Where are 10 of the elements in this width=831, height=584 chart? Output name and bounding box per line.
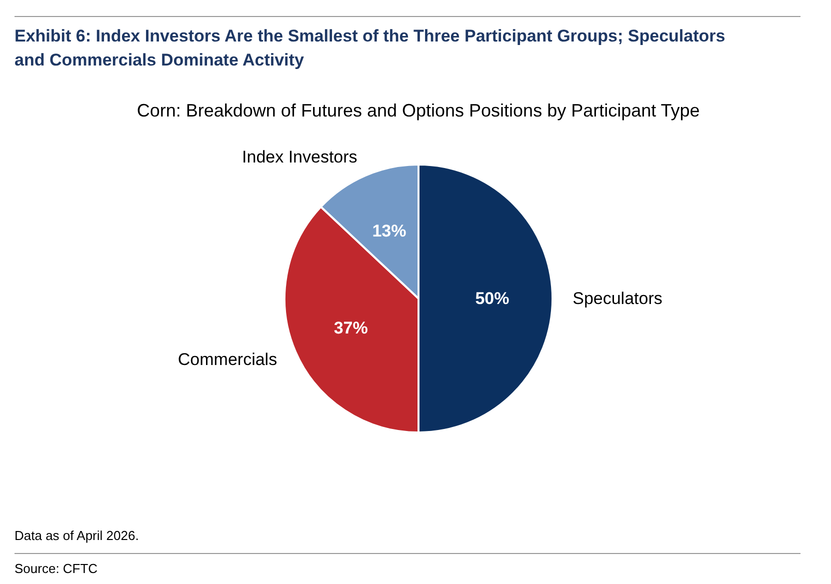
source-note: Source: CFTC (14, 561, 98, 576)
chart-subtitle: Corn: Breakdown of Futures and Options Positions by Participant Type (136, 100, 700, 120)
slice-label: Speculators (572, 289, 662, 308)
text: Data as of April 2026. (14, 528, 139, 543)
data-label: 13% (372, 221, 406, 240)
chart-title: Exhibit 6: Index Investors Are the Smallest of the Three Participant Groups; Speculators and Commercials Dominate Activity (14, 26, 726, 70)
slice-label: Commercials (178, 350, 278, 370)
data-label: 37% (334, 318, 368, 338)
data-label: 50% (475, 289, 510, 308)
slice-label: Index Investors (242, 148, 358, 167)
